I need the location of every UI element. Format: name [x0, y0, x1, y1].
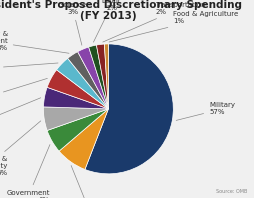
Title: President's Proposed Discretionary Spending
(FY 2013): President's Proposed Discretionary Spend…: [0, 0, 241, 21]
Wedge shape: [47, 109, 108, 151]
Text: Housing &
Community
6%: Housing & Community 6%: [0, 121, 41, 176]
Wedge shape: [43, 87, 108, 109]
Wedge shape: [85, 44, 173, 174]
Text: International Affairs
4%: International Affairs 4%: [0, 63, 58, 76]
Wedge shape: [43, 107, 108, 130]
Text: Food & Agriculture
1%: Food & Agriculture 1%: [109, 11, 238, 42]
Text: Transportation
2%: Transportation 2%: [102, 2, 205, 42]
Wedge shape: [104, 44, 108, 109]
Wedge shape: [56, 58, 108, 109]
Wedge shape: [47, 70, 108, 109]
Text: Source: OMB: Source: OMB: [215, 189, 246, 194]
Text: Health
5%: Health 5%: [0, 78, 47, 104]
Text: Government
6%: Government 6%: [6, 145, 50, 198]
Wedge shape: [88, 45, 108, 109]
Wedge shape: [96, 44, 108, 109]
Wedge shape: [77, 47, 108, 109]
Wedge shape: [59, 109, 108, 169]
Text: Science
3%: Science 3%: [59, 2, 86, 45]
Text: Military
57%: Military 57%: [176, 102, 234, 120]
Text: Veterans' Benefits
5%: Veterans' Benefits 5%: [0, 98, 41, 135]
Wedge shape: [67, 52, 108, 109]
Text: Education
8%: Education 8%: [71, 166, 106, 198]
Text: Labor
2%: Labor 2%: [93, 0, 121, 42]
Text: Energy &
Environment
3%: Energy & Environment 3%: [0, 31, 69, 53]
